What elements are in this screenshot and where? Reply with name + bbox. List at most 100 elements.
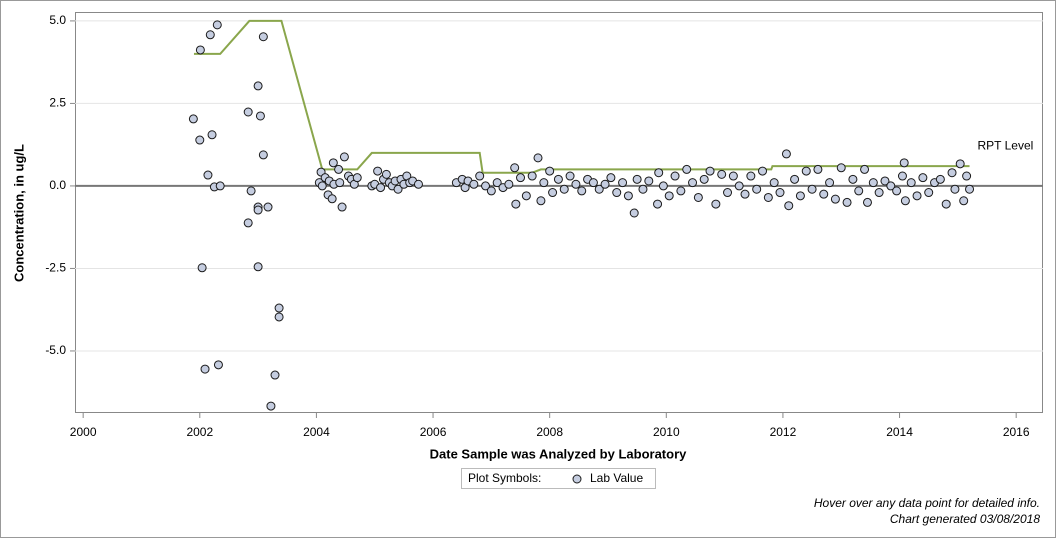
data-point[interactable] [670, 171, 680, 181]
data-point[interactable] [892, 186, 902, 196]
data-point[interactable] [781, 149, 791, 159]
data-point[interactable] [734, 181, 744, 191]
data-point[interactable] [688, 178, 698, 188]
data-point[interactable] [717, 169, 727, 179]
data-point[interactable] [941, 199, 951, 209]
data-point[interactable] [327, 194, 337, 204]
data-point[interactable] [623, 191, 633, 201]
data-point[interactable] [373, 166, 383, 176]
data-point[interactable] [548, 188, 558, 198]
data-point[interactable] [381, 169, 391, 179]
data-point[interactable] [481, 181, 491, 191]
data-point[interactable] [897, 171, 907, 181]
data-point[interactable] [559, 184, 569, 194]
data-point[interactable] [266, 401, 276, 411]
data-point[interactable] [807, 184, 817, 194]
data-point[interactable] [539, 178, 549, 188]
data-point[interactable] [274, 303, 284, 313]
data-point[interactable] [801, 166, 811, 176]
data-point[interactable] [606, 173, 616, 183]
data-point[interactable] [195, 135, 205, 145]
data-point[interactable] [906, 178, 916, 188]
data-point[interactable] [740, 189, 750, 199]
data-point[interactable] [950, 184, 960, 194]
data-point[interactable] [711, 199, 721, 209]
data-point[interactable] [253, 262, 263, 272]
data-point[interactable] [723, 188, 733, 198]
data-point[interactable] [571, 179, 581, 189]
data-point[interactable] [836, 163, 846, 173]
data-point[interactable] [880, 176, 890, 186]
data-point[interactable] [705, 166, 715, 176]
data-point[interactable] [195, 45, 205, 55]
data-point[interactable] [533, 153, 543, 163]
data-point[interactable] [510, 163, 520, 173]
data-point[interactable] [763, 192, 773, 202]
data-point[interactable] [516, 173, 526, 183]
data-point[interactable] [263, 202, 273, 212]
data-point[interactable] [469, 179, 479, 189]
data-point[interactable] [334, 164, 344, 174]
data-point[interactable] [959, 196, 969, 206]
data-point[interactable] [874, 188, 884, 198]
data-point[interactable] [246, 186, 256, 196]
data-point[interactable] [813, 164, 823, 174]
data-point[interactable] [638, 184, 648, 194]
data-point[interactable] [918, 173, 928, 183]
data-point[interactable] [769, 178, 779, 188]
data-point[interactable] [521, 191, 531, 201]
data-point[interactable] [511, 199, 521, 209]
data-point[interactable] [632, 174, 642, 184]
data-point[interactable] [658, 181, 668, 191]
data-point[interactable] [203, 170, 213, 180]
data-point[interactable] [612, 188, 622, 198]
data-point[interactable] [337, 202, 347, 212]
data-point[interactable] [654, 168, 664, 178]
data-point[interactable] [775, 188, 785, 198]
data-point[interactable] [899, 158, 909, 168]
data-point[interactable] [486, 186, 496, 196]
data-point[interactable] [790, 174, 800, 184]
data-point[interactable] [258, 150, 268, 160]
data-point[interactable] [197, 263, 207, 273]
data-point[interactable] [213, 360, 223, 370]
data-point[interactable] [492, 178, 502, 188]
data-point[interactable] [600, 179, 610, 189]
data-point[interactable] [527, 171, 537, 181]
data-point[interactable] [784, 201, 794, 211]
data-point[interactable] [676, 186, 686, 196]
data-point[interactable] [270, 370, 280, 380]
data-point[interactable] [854, 186, 864, 196]
data-point[interactable] [819, 189, 829, 199]
data-point[interactable] [352, 173, 362, 183]
data-point[interactable] [962, 171, 972, 181]
data-point[interactable] [376, 183, 386, 193]
data-point[interactable] [188, 114, 198, 124]
data-point[interactable] [339, 152, 349, 162]
data-point[interactable] [746, 171, 756, 181]
data-point[interactable] [258, 32, 268, 42]
data-point[interactable] [693, 192, 703, 202]
data-point[interactable] [860, 164, 870, 174]
data-point[interactable] [243, 107, 253, 117]
data-point[interactable] [868, 178, 878, 188]
data-point[interactable] [728, 171, 738, 181]
data-point[interactable] [274, 312, 284, 322]
data-point[interactable] [886, 181, 896, 191]
data-point[interactable] [553, 174, 563, 184]
data-point[interactable] [393, 184, 403, 194]
data-point[interactable] [752, 184, 762, 194]
data-point[interactable] [328, 158, 338, 168]
data-point[interactable] [255, 111, 265, 121]
data-point[interactable] [205, 30, 215, 40]
data-point[interactable] [699, 174, 709, 184]
data-point[interactable] [212, 20, 222, 30]
data-point[interactable] [536, 196, 546, 206]
data-point[interactable] [795, 191, 805, 201]
data-point[interactable] [594, 184, 604, 194]
data-point[interactable] [253, 205, 263, 215]
data-point[interactable] [848, 174, 858, 184]
data-point[interactable] [830, 194, 840, 204]
data-point[interactable] [842, 197, 852, 207]
data-point[interactable] [758, 166, 768, 176]
